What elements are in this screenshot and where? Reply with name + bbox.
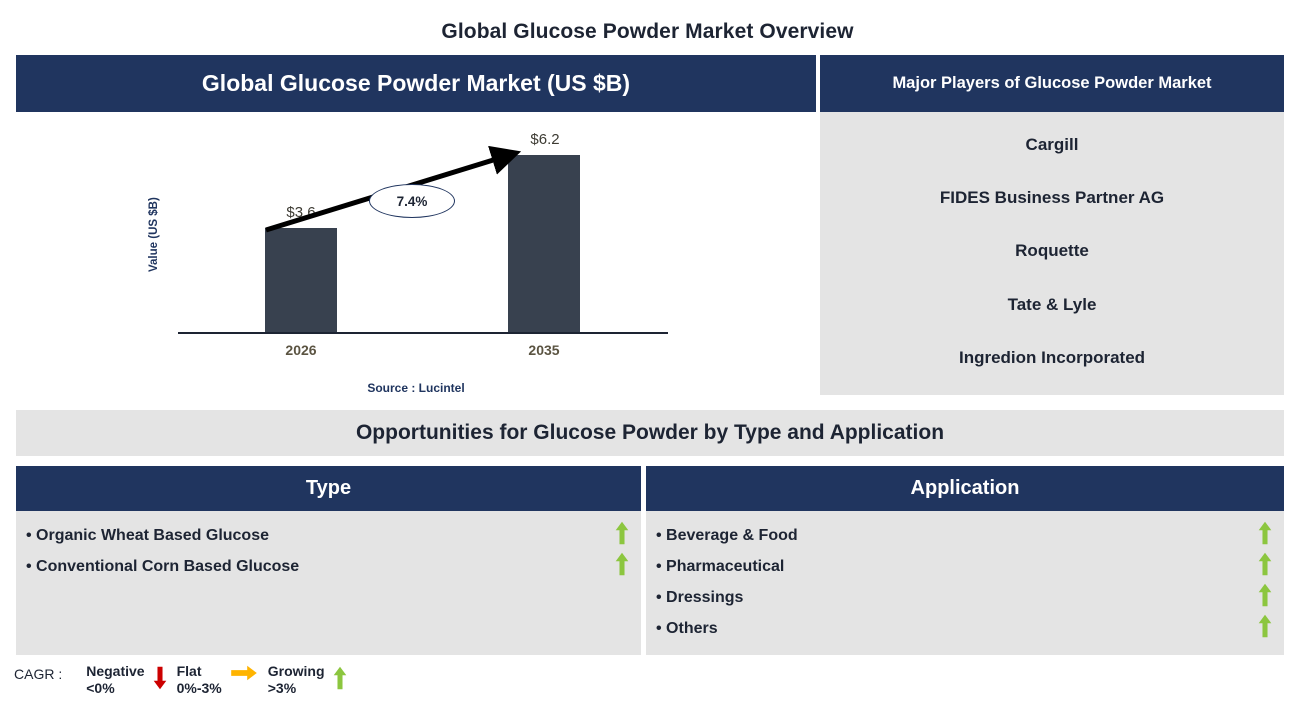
application-list: • Beverage & Food • Pharmaceutical • Dress…: [646, 511, 1284, 655]
player-name: Ingredion Incorporated: [958, 348, 1146, 368]
arrow-up-icon: [1258, 521, 1272, 550]
player-name: Roquette: [1015, 241, 1089, 261]
page-title: Global Glucose Powder Market Overview: [441, 20, 854, 43]
legend-entry: Negative <0%: [86, 663, 172, 697]
cagr-growth-arrow: [265, 145, 522, 233]
legend-entry-text: Negative <0%: [86, 663, 144, 697]
cagr-bubble: 7.4%: [369, 184, 455, 218]
chart-panel-header: Global Glucose Powder Market (US $B): [16, 55, 816, 112]
list-item: • Beverage & Food: [646, 520, 1284, 551]
legend-entry-text: Growing >3%: [268, 663, 325, 697]
list-item: • Conventional Corn Based Glucose: [16, 551, 641, 582]
x-axis-line: [178, 332, 668, 334]
list-item: • Pharmaceutical: [646, 551, 1284, 582]
application-panel-title: Application: [910, 477, 1020, 499]
cagr-legend-title: CAGR :: [14, 666, 63, 682]
arrow-up-icon: [1258, 583, 1272, 612]
legend-entry-range: >3%: [267, 680, 297, 696]
opportunity-label: • Conventional Corn Based Glucose: [26, 557, 300, 575]
arrow-up-icon: [333, 665, 347, 696]
bar-2026: [265, 228, 337, 332]
legend-entry-range: <0%: [86, 680, 115, 696]
arrow-up-icon: [1258, 614, 1272, 643]
legend-entry-range: 0%-3%: [176, 680, 222, 696]
opportunity-label: • Beverage & Food: [656, 526, 798, 544]
player-name: FIDES Business Partner AG: [939, 188, 1165, 208]
list-item: • Others: [646, 613, 1284, 644]
opportunity-label: • Organic Wheat Based Glucose: [26, 526, 269, 544]
player-name: Tate & Lyle: [1007, 294, 1097, 314]
players-panel-header: Major Players of Glucose Powder Market: [820, 55, 1284, 112]
arrow-up-icon: [615, 521, 629, 550]
application-panel-header: Application: [646, 466, 1284, 511]
chart-panel-title: Global Glucose Powder Market (US $B): [201, 70, 631, 96]
arrow-up-icon: [615, 552, 629, 581]
arrow-up-icon: [1258, 552, 1272, 581]
legend-entry-name: Negative: [86, 663, 145, 679]
bar-2035: [508, 155, 580, 332]
bar-value-2035: $6.2: [530, 131, 560, 148]
list-item: • Organic Wheat Based Glucose: [16, 520, 641, 551]
opportunity-label: • Others: [656, 619, 718, 637]
cagr-value: 7.4%: [396, 193, 428, 209]
opportunity-label: • Dressings: [656, 588, 744, 606]
cagr-legend-entries: Negative <0% Flat 0%-3% Growing >3%: [86, 663, 356, 697]
type-list: • Organic Wheat Based Glucose • Conventio…: [16, 511, 641, 655]
arrow-right-icon: [230, 665, 258, 686]
type-panel-title: Type: [305, 477, 352, 499]
legend-entry: Flat 0%-3%: [177, 663, 264, 697]
major-players-list: Cargill FIDES Business Partner AG Roquette…: [820, 112, 1284, 395]
player-name: Cargill: [1025, 134, 1079, 154]
opportunities-band: Opportunities for Glucose Powder by Type…: [16, 410, 1284, 456]
legend-entry-name: Flat: [176, 663, 202, 679]
legend-entry: Growing >3%: [268, 663, 353, 697]
list-item: • Dressings: [646, 582, 1284, 613]
legend-entry-text: Flat 0%-3%: [177, 663, 222, 697]
opportunities-title: Opportunities for Glucose Powder by Type…: [355, 421, 945, 444]
opportunity-label: • Pharmaceutical: [656, 557, 785, 575]
arrow-down-icon: [153, 665, 167, 696]
chart-source: Source : Lucintel: [367, 381, 465, 395]
x-tick-2035: 2035: [528, 342, 560, 358]
players-panel-title: Major Players of Glucose Powder Market: [892, 74, 1212, 92]
market-bar-chart: [16, 112, 816, 400]
y-axis-label: Value (US $B): [148, 197, 160, 273]
x-tick-2026: 2026: [285, 342, 317, 358]
type-panel-header: Type: [16, 466, 641, 511]
cagr-legend: CAGR : Negative <0% Flat 0%-3% Growing >3%: [14, 663, 357, 709]
legend-entry-name: Growing: [267, 663, 325, 679]
